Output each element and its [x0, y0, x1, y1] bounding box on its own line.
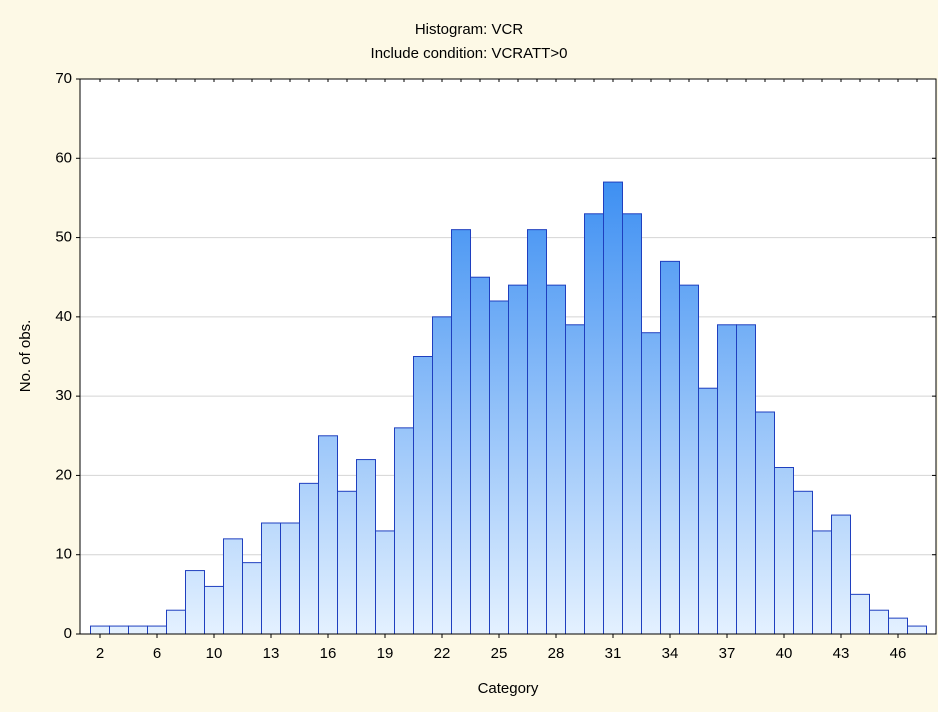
bar — [280, 522, 300, 635]
bar — [869, 609, 889, 635]
x-tick-label: 46 — [890, 645, 907, 662]
bar — [774, 467, 794, 635]
bar — [90, 625, 110, 635]
bar — [812, 530, 832, 635]
bar — [451, 229, 471, 635]
x-tick-label: 19 — [377, 645, 394, 662]
bar — [128, 625, 148, 635]
bar — [413, 356, 433, 635]
x-tick-label: 40 — [776, 645, 793, 662]
x-tick-label: 10 — [206, 645, 223, 662]
bar — [223, 538, 243, 635]
y-axis-label: No. of obs. — [17, 320, 34, 393]
y-tick-label: 10 — [55, 546, 72, 563]
x-tick-label: 28 — [548, 645, 565, 662]
x-tick-label: 37 — [719, 645, 736, 662]
x-tick-label: 34 — [662, 645, 679, 662]
bar — [907, 625, 927, 635]
bar — [318, 435, 338, 635]
y-tick-label: 60 — [55, 149, 72, 166]
bar — [736, 324, 756, 635]
bars — [90, 181, 927, 635]
bar — [679, 284, 699, 635]
y-tick-label: 0 — [64, 625, 72, 642]
bar — [204, 585, 224, 635]
bar — [470, 276, 490, 635]
bar — [337, 490, 357, 635]
bar — [166, 609, 186, 635]
bar — [375, 530, 395, 635]
bar — [109, 625, 129, 635]
bar — [584, 213, 604, 635]
y-tick-label: 20 — [55, 466, 72, 483]
bar — [698, 387, 718, 635]
chart-subtitle: Include condition: VCRATT>0 — [371, 45, 568, 62]
x-tick-label: 13 — [263, 645, 280, 662]
bar — [508, 284, 528, 635]
bar — [432, 316, 452, 635]
y-tick-label: 50 — [55, 229, 72, 246]
bar — [546, 284, 566, 635]
bar — [242, 562, 262, 635]
labels: Histogram: VCR Include condition: VCRATT… — [17, 21, 906, 697]
bar — [147, 625, 167, 635]
x-tick-label: 25 — [491, 645, 508, 662]
x-tick-label: 22 — [434, 645, 451, 662]
bar — [641, 332, 661, 635]
plot-frame — [79, 78, 937, 635]
bar — [299, 482, 319, 635]
x-tick-label: 43 — [833, 645, 850, 662]
bar — [185, 570, 205, 635]
bar — [793, 490, 813, 635]
x-tick-label: 31 — [605, 645, 622, 662]
chart-title: Histogram: VCR — [415, 21, 524, 38]
bar — [261, 522, 281, 635]
bar — [660, 260, 680, 635]
x-tick-label: 6 — [153, 645, 161, 662]
x-axis-label: Category — [478, 680, 539, 697]
bar — [527, 229, 547, 635]
y-tick-label: 40 — [55, 308, 72, 325]
bar — [831, 514, 851, 635]
x-tick-label: 16 — [320, 645, 337, 662]
bar — [850, 593, 870, 635]
bar — [888, 617, 908, 635]
bar — [356, 459, 376, 635]
bar — [755, 411, 775, 635]
bar — [489, 300, 509, 635]
bar — [622, 213, 642, 635]
bar — [394, 427, 414, 635]
bar — [603, 181, 623, 635]
bar — [717, 324, 737, 635]
x-tick-label: 2 — [96, 645, 104, 662]
bar — [565, 324, 585, 635]
y-tick-label: 70 — [55, 70, 72, 87]
y-tick-label: 30 — [55, 387, 72, 404]
